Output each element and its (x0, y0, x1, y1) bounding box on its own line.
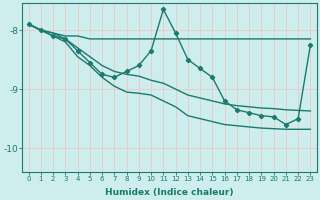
X-axis label: Humidex (Indice chaleur): Humidex (Indice chaleur) (105, 188, 234, 197)
